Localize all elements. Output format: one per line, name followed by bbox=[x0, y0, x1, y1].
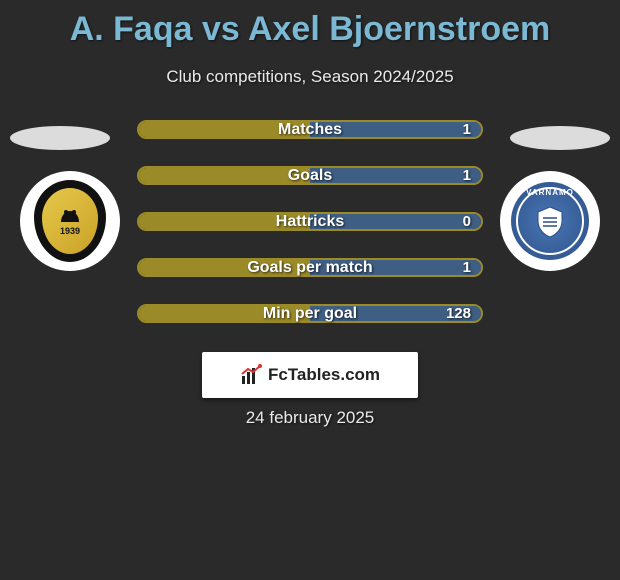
stat-row: Goals per match 1 bbox=[137, 258, 483, 277]
page-title: A. Faqa vs Axel Bjoernstroem bbox=[0, 0, 620, 49]
stat-value-right: 1 bbox=[463, 167, 471, 184]
stat-row: Goals 1 bbox=[137, 166, 483, 185]
stat-label: Hattricks bbox=[276, 213, 344, 231]
stat-value-right: 1 bbox=[463, 259, 471, 276]
branding-text: FcTables.com bbox=[268, 365, 380, 385]
stat-left-fill bbox=[139, 168, 310, 183]
stat-value-right: 128 bbox=[446, 305, 471, 322]
stat-label: Matches bbox=[278, 121, 342, 139]
stat-row: Hattricks 0 bbox=[137, 212, 483, 231]
stat-row: Min per goal 128 bbox=[137, 304, 483, 323]
stat-value-right: 1 bbox=[463, 121, 471, 138]
date-text: 24 february 2025 bbox=[0, 408, 620, 428]
stat-value-right: 0 bbox=[463, 213, 471, 230]
branding-box[interactable]: FcTables.com bbox=[202, 352, 418, 398]
stat-right-fill bbox=[310, 168, 481, 183]
stats-chart: Matches 1 Goals 1 Hattricks 0 Goals per match 1… bbox=[0, 120, 620, 323]
stat-label: Goals bbox=[288, 167, 332, 185]
stat-label: Goals per match bbox=[247, 259, 372, 277]
subtitle: Club competitions, Season 2024/2025 bbox=[0, 67, 620, 87]
stat-row: Matches 1 bbox=[137, 120, 483, 139]
stat-label: Min per goal bbox=[263, 305, 357, 323]
chart-icon bbox=[240, 364, 262, 386]
